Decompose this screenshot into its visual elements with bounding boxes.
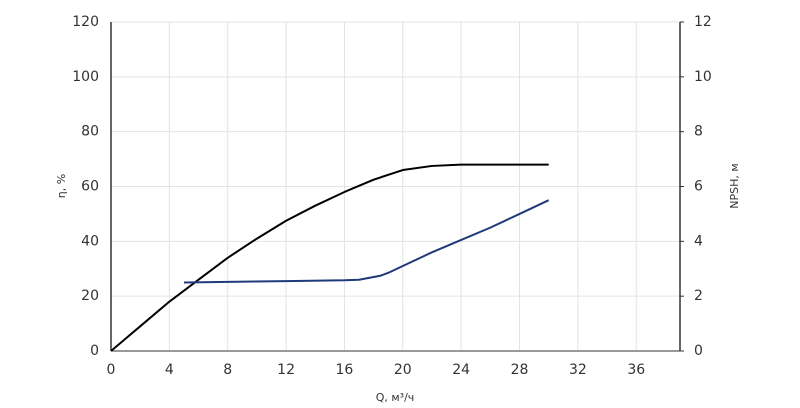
y2-tick-label: 10 [694,69,712,85]
x-tick-label: 8 [223,362,232,378]
x-tick-label: 12 [277,362,295,378]
y2-axis-label: NPSH, м [728,163,741,208]
y-tick-label: 40 [81,233,99,249]
y-tick-label: 0 [90,343,99,359]
x-tick-label: 28 [511,362,529,378]
x-tick-label: 4 [165,362,174,378]
y2-tick-label: 12 [694,14,712,30]
x-tick-label: 20 [394,362,412,378]
y-tick-label: 60 [81,179,99,195]
line-series [183,199,550,284]
y-tick-label: 80 [81,124,99,140]
y2-tick-label: 4 [694,233,703,249]
y2-tick-label: 0 [694,343,703,359]
x-tick-label: 32 [569,362,587,378]
y-tick-label: 100 [72,69,99,85]
y2-tick-label: 8 [694,124,703,140]
y-axis-label: η, % [55,174,68,198]
y-tick-label: 20 [81,288,99,304]
x-tick-label: 16 [336,362,354,378]
x-axis-label: Q, м³/ч [376,391,415,404]
y2-tick-label: 6 [694,179,703,195]
y-tick-label: 120 [72,14,99,30]
line-series [110,163,549,352]
x-tick-label: 24 [452,362,470,378]
x-tick-label: 36 [627,362,645,378]
x-tick-label: 0 [107,362,116,378]
y2-tick-label: 2 [694,288,703,304]
